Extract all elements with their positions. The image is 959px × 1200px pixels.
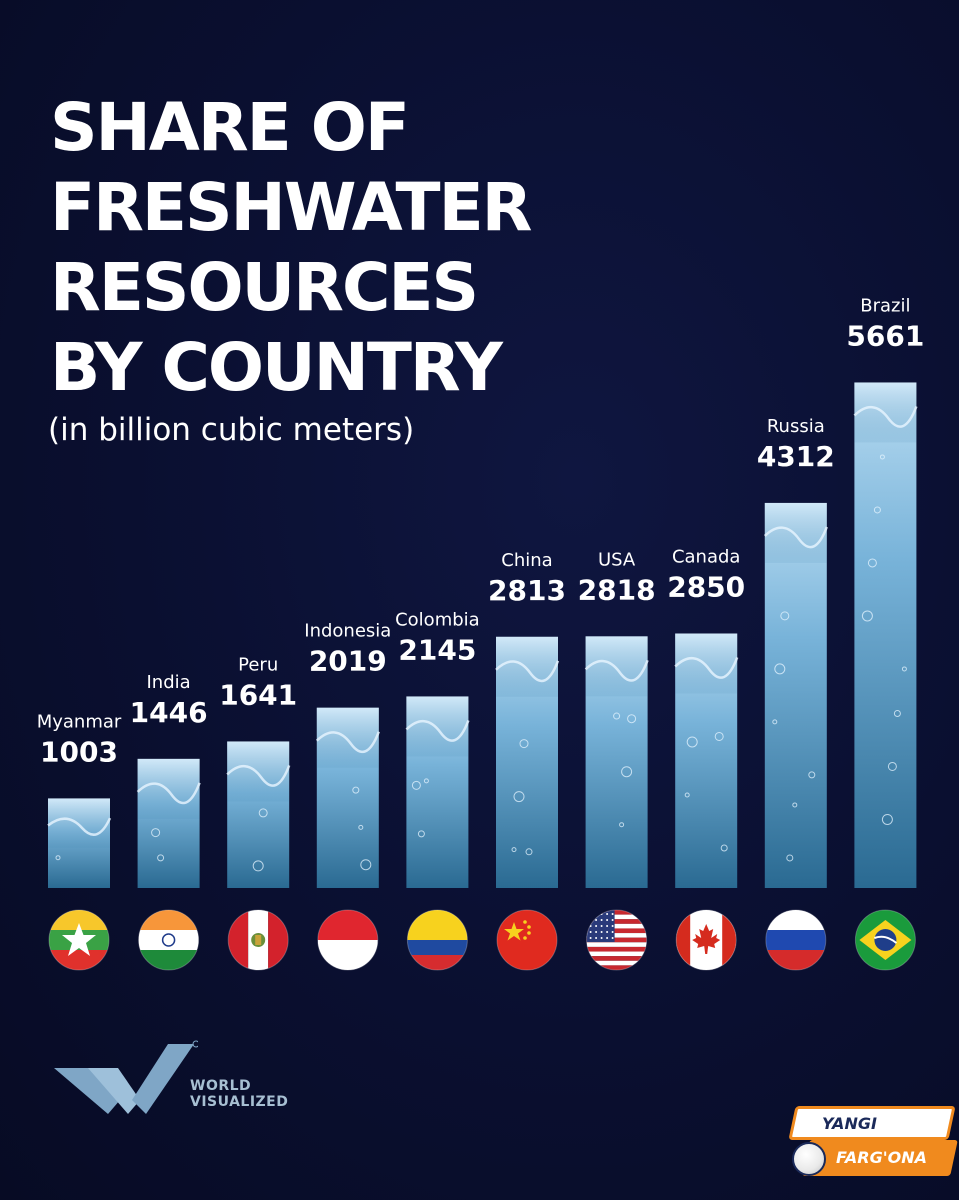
category-label: Indonesia (304, 621, 391, 642)
usa-flag (586, 909, 648, 971)
value-label: 2813 (488, 574, 566, 607)
bar-brazil (853, 382, 918, 888)
bar-myanmar (47, 798, 112, 888)
value-label: 1003 (40, 735, 118, 768)
peru-flag (227, 909, 289, 971)
bar-chart: Myanmar 1003 India 1446 Peru 1641 Indonesia 201… (37, 295, 925, 971)
category-label: Colombia (395, 609, 480, 630)
bar-usa (584, 636, 649, 888)
category-label: Myanmar (37, 711, 122, 732)
category-label: India (147, 672, 191, 693)
category-label: Brazil (860, 295, 910, 316)
logo-line-2: VISUALIZED (190, 1094, 289, 1110)
page-title: SHARE OF FRESHWATER RESOURCES BY COUNTRY (50, 88, 650, 408)
title-line-4: BY COUNTRY (50, 329, 503, 406)
title-line-3: RESOURCES (50, 249, 479, 326)
category-label: China (501, 550, 552, 571)
value-label: 1446 (130, 696, 208, 729)
value-label: 5661 (846, 319, 924, 352)
bar-india (136, 758, 201, 888)
brazil-flag (854, 909, 916, 971)
badge-top-text: YANGI (822, 1114, 877, 1133)
category-label: Canada (672, 546, 741, 567)
category-label: USA (598, 549, 636, 570)
flags-layer (48, 909, 916, 971)
bar-indonesia (315, 707, 380, 888)
myanmar-flag (48, 909, 110, 971)
bar-canada (674, 633, 739, 888)
canada-flag (675, 909, 737, 971)
world-visualized-logo: WORLD VISUALIZED (48, 1038, 308, 1118)
yangi-fargona-badge: YANGI FARG'ONA (784, 1104, 958, 1188)
category-label: Peru (238, 654, 278, 675)
globe-icon (792, 1142, 826, 1176)
china-flag (496, 909, 558, 971)
value-label: 2850 (667, 570, 745, 603)
value-label: 4312 (757, 440, 835, 473)
value-label: 2019 (309, 645, 387, 678)
bar-peru (226, 741, 291, 888)
indonesia-flag (317, 909, 379, 971)
india-flag (138, 909, 200, 971)
title-line-2: FRESHWATER (50, 169, 532, 246)
colombia-flag (406, 909, 468, 971)
logo-line-1: WORLD (190, 1078, 252, 1094)
russia-flag (765, 909, 827, 971)
bar-colombia (405, 696, 470, 888)
value-label: 2145 (398, 633, 476, 666)
value-label: 1641 (219, 678, 297, 711)
value-label: 2818 (578, 573, 656, 606)
page-subtitle: (in billion cubic meters) (48, 412, 415, 448)
bar-china (495, 636, 560, 888)
labels-layer: Myanmar 1003 India 1446 Peru 1641 Indonesia 201… (37, 295, 925, 768)
category-label: Russia (767, 416, 825, 437)
bars-layer (47, 382, 918, 888)
world-visualized-logo-icon (54, 1040, 200, 1114)
title-line-1: SHARE OF (50, 89, 410, 166)
bar-russia (763, 502, 828, 888)
badge-bottom-text: FARG'ONA (836, 1148, 927, 1167)
